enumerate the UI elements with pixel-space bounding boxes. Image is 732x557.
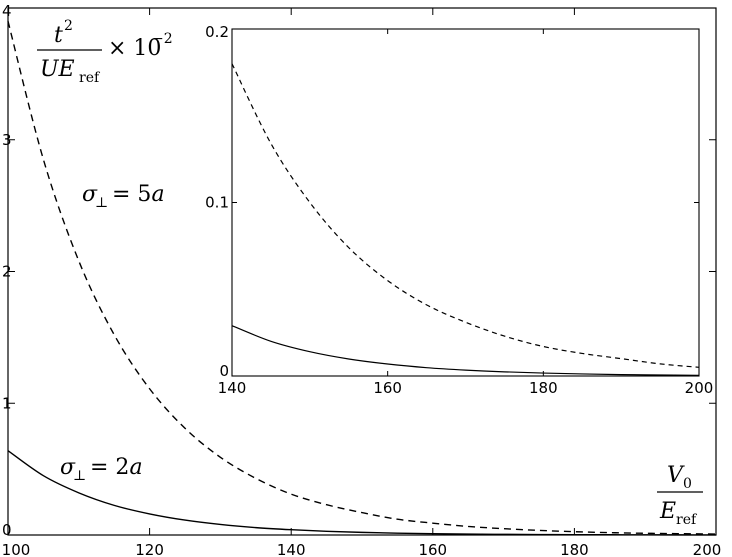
x-label-numerator-sub: 0 [683,476,692,492]
annotation-2a-sigma: σ [60,455,76,480]
inset-series-line-2a [231,325,700,376]
x-axis-label: V 0 E ref [657,463,703,528]
series-line-2a [7,450,717,536]
x-label-numerator: V [667,463,685,488]
y-label-numerator-exp: 2 [64,18,73,34]
annotation-5a: σ ⊥ = 5a [82,182,165,211]
main-y-tick-label: 4 [2,2,12,20]
annotation-5a-sigma: σ [82,182,98,207]
main-y-tick-label: 2 [2,263,12,281]
main-y-tick-label: 1 [2,394,12,412]
main-x-tick-label: 180 [560,541,589,557]
y-label-denominator-sub: ref [79,70,101,86]
inset-y-tick-label: 0.1 [205,194,229,212]
annotation-2a: σ ⊥ = 2a [60,455,143,484]
annotation-5a-perp: ⊥ [95,195,108,211]
inset-y-tick-label: 0 [219,362,229,380]
inset-axis-ticks: 140 160 180 200 0 0.1 0.2 [205,23,713,397]
y-axis-label: t 2 UE ref × 10 −2 [37,18,173,86]
main-x-tick-label: 160 [418,541,447,557]
inset-series-line-5a [231,63,700,368]
main-y-tick-label: 0 [2,521,12,539]
y-label-factor: × 10 [108,36,161,61]
main-x-tick-label: 140 [277,541,306,557]
inset-x-tick-label: 180 [529,379,558,397]
y-label-factor-exp: −2 [152,31,173,47]
annotation-2a-rest: = 2a [90,455,143,480]
inset-x-tick-label: 140 [218,379,247,397]
y-label-denominator: UE [40,57,75,82]
main-x-tick-label: 200 [693,541,722,557]
series-line-5a [7,21,717,535]
main-x-tick-label: 120 [135,541,164,557]
inset-y-tick-label: 0.2 [205,23,229,41]
inset-x-tick-label: 200 [685,379,714,397]
x-label-denominator-sub: ref [676,512,698,528]
inset-x-tick-label: 160 [373,379,402,397]
main-y-tick-label: 3 [2,131,12,149]
x-label-denominator: E [659,499,676,524]
inset-plot-frame [231,28,700,377]
y-label-numerator: t [54,23,63,48]
annotation-5a-rest: = 5a [112,182,165,207]
main-x-tick-label: 100 [2,541,31,557]
annotation-2a-perp: ⊥ [73,468,86,484]
